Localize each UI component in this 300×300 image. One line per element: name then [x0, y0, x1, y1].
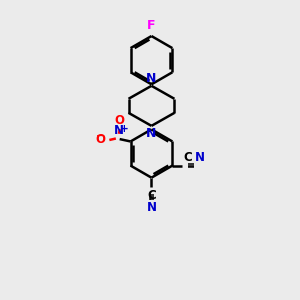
Text: +: +	[120, 124, 129, 134]
Text: N: N	[146, 127, 157, 140]
Text: N: N	[146, 72, 157, 85]
Text: F: F	[147, 19, 156, 32]
Text: N: N	[195, 152, 205, 164]
Text: N: N	[114, 124, 124, 137]
Text: O: O	[95, 134, 105, 146]
Text: O: O	[115, 114, 125, 127]
Text: N: N	[146, 201, 157, 214]
Text: −: −	[96, 131, 105, 141]
Text: C: C	[184, 152, 192, 164]
Text: C: C	[147, 190, 156, 202]
